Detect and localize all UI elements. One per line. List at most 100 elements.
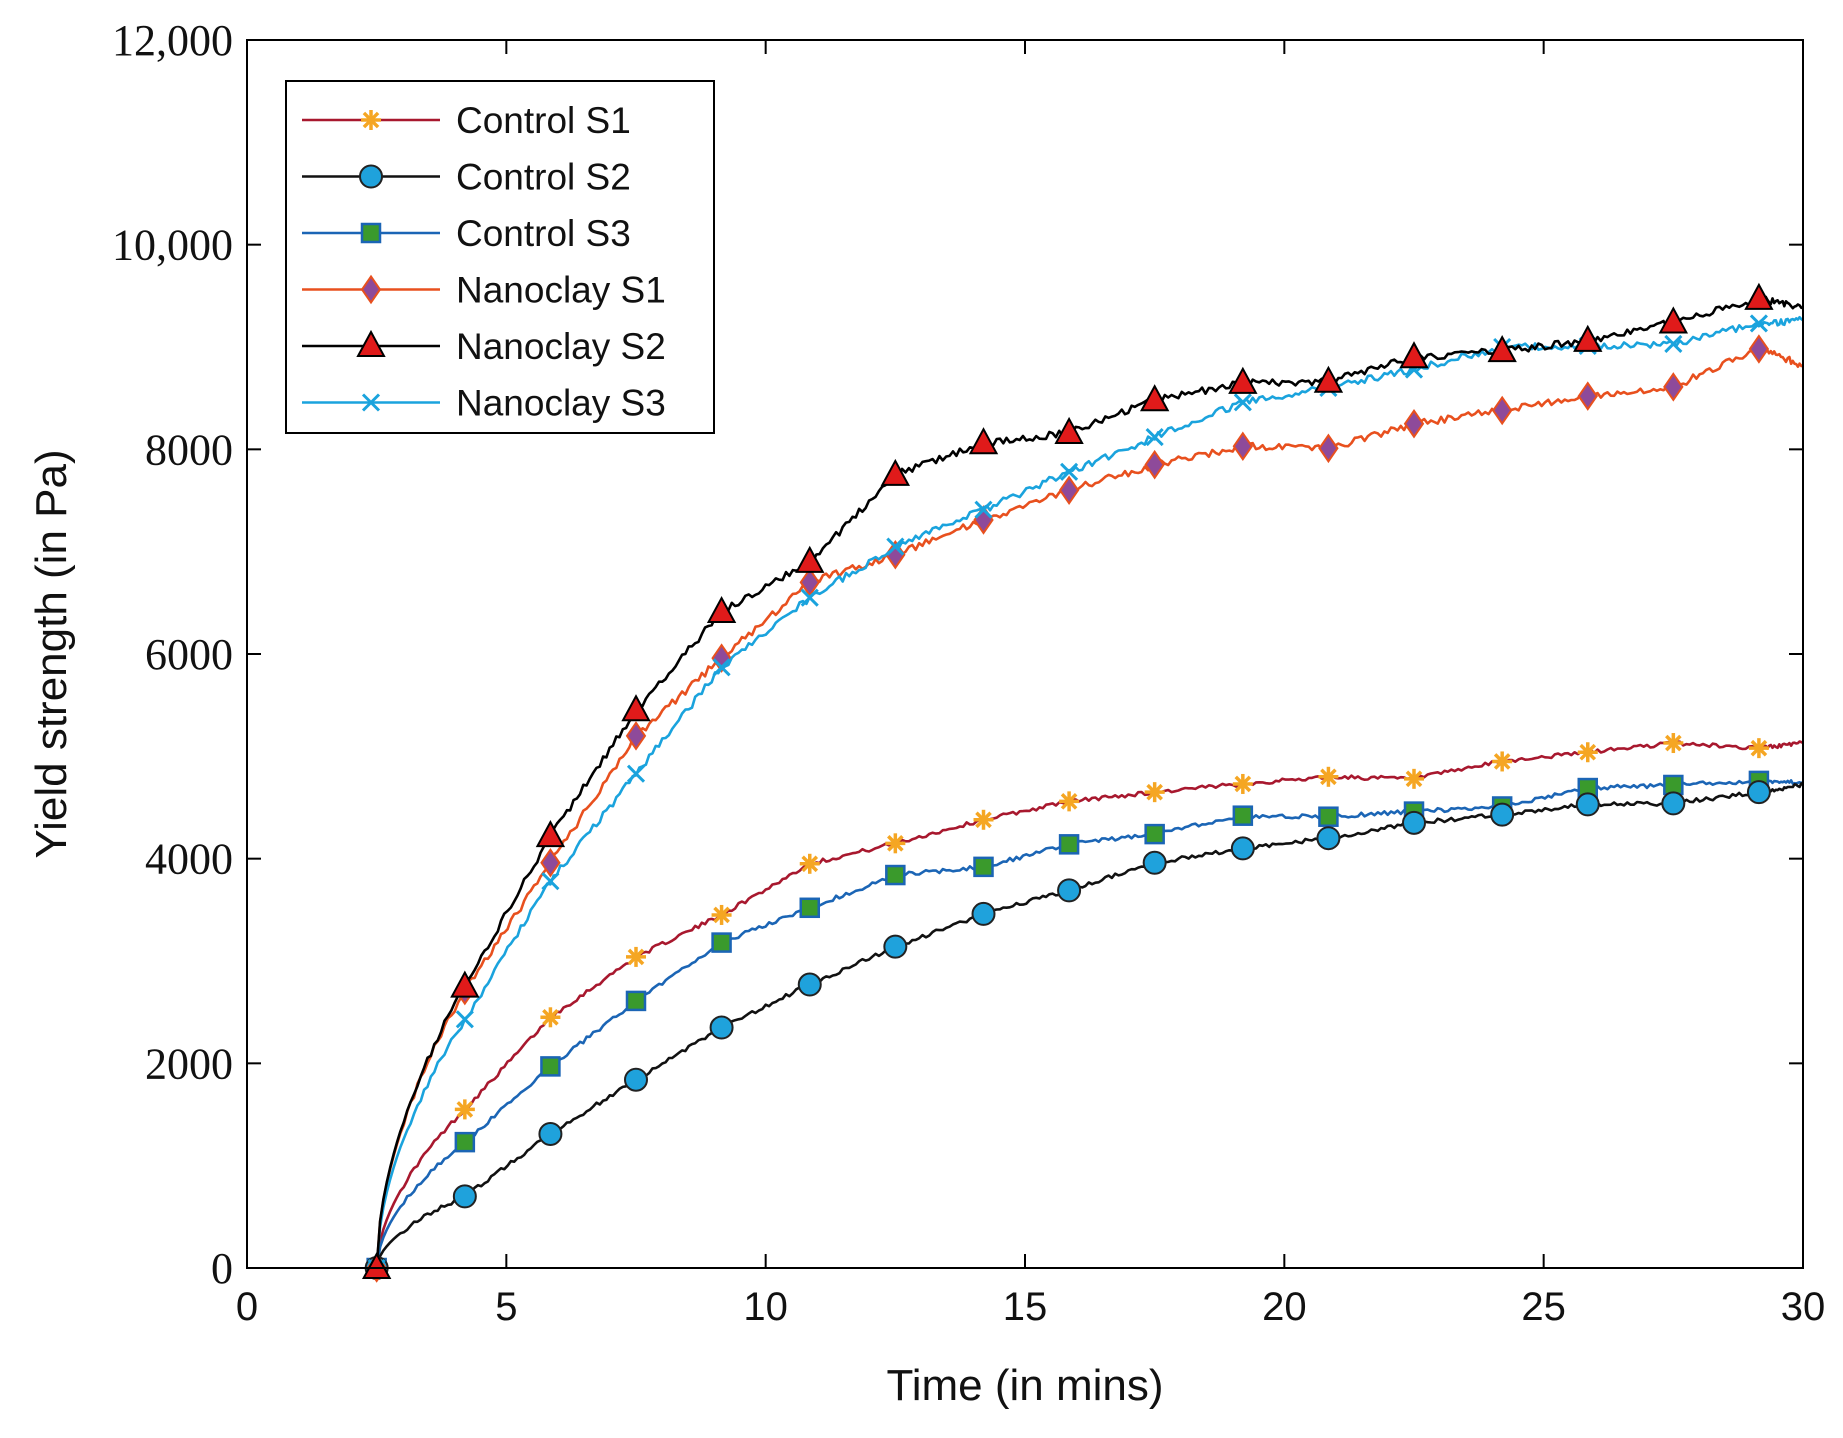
legend-item: Nanoclay S3 <box>302 383 666 424</box>
triangle-marker <box>1313 365 1344 393</box>
y-tick-label: 12,000 <box>112 16 233 65</box>
circle-marker <box>1316 826 1341 851</box>
diamond-marker <box>1232 431 1254 462</box>
x-marker <box>626 764 646 783</box>
legend: Control S1 Control S2 Control S3 Nanoclay S… <box>285 80 715 434</box>
x-marker <box>1145 427 1164 447</box>
triangle-marker <box>968 427 999 455</box>
star-marker <box>1144 782 1165 803</box>
triangle-marker <box>1573 324 1603 352</box>
triangle-marker <box>706 595 737 624</box>
diamond-marker <box>1748 334 1770 364</box>
diamond-marker <box>1144 449 1165 480</box>
star-marker <box>973 809 994 830</box>
y-tick-label: 8000 <box>145 425 233 474</box>
diamond-marker <box>1491 395 1513 426</box>
series-control-s3 <box>366 770 1804 1279</box>
star-marker <box>626 946 646 967</box>
triangle-marker <box>795 545 825 573</box>
circle-marker <box>1142 850 1167 875</box>
series-control-s2 <box>364 780 1804 1280</box>
x-marker <box>712 658 731 677</box>
y-tick-label: 6000 <box>145 630 233 679</box>
triangle-marker <box>1139 384 1170 412</box>
square-marker <box>711 932 732 953</box>
star-marker <box>1577 742 1598 763</box>
legend-item: Control S1 <box>302 100 631 141</box>
x-marker <box>886 537 905 556</box>
axis-ticks: 0 5 10 15 20 25 30 0 2000 4000 6000 8000 10,000 12,00… <box>112 16 1825 1329</box>
circle-marker <box>1402 810 1426 835</box>
triangle-marker <box>1744 282 1774 310</box>
legend-box <box>285 80 715 434</box>
x-marker <box>800 588 819 607</box>
legend-item: Nanoclay S2 <box>302 326 666 367</box>
star-marker <box>885 833 906 854</box>
triangle-marker <box>1054 416 1084 444</box>
y-tick-label: 10,000 <box>112 221 233 270</box>
x-tick-label: 25 <box>1521 1285 1566 1329</box>
square-marker <box>885 864 906 886</box>
circle-marker <box>1057 878 1082 903</box>
circle-marker <box>624 1067 648 1092</box>
x-marker <box>1664 334 1683 353</box>
star-marker <box>1318 766 1339 787</box>
series-nanoclay-s2 <box>361 282 1804 1279</box>
x-marker <box>361 393 381 412</box>
circle-marker <box>359 164 383 189</box>
star-marker <box>711 904 732 925</box>
diamond-marker <box>1403 408 1425 439</box>
diamond-marker <box>540 848 561 878</box>
circle-marker <box>971 901 996 926</box>
diamond-marker <box>1318 433 1339 464</box>
legend-label: Control S3 <box>456 213 631 254</box>
x-tick-label: 30 <box>1781 1285 1826 1329</box>
square-marker <box>1232 805 1254 826</box>
y-tick-label: 2000 <box>145 1039 233 1088</box>
legend-label: Control S2 <box>456 157 631 198</box>
series-line <box>375 740 1804 1269</box>
legend-item: Control S2 <box>302 157 631 198</box>
triangle-marker <box>1228 366 1258 394</box>
x-tick-label: 5 <box>495 1285 517 1329</box>
x-marker <box>541 872 560 891</box>
star-marker <box>1492 751 1513 772</box>
square-marker <box>1058 834 1080 855</box>
legend-item: Nanoclay S1 <box>302 270 666 311</box>
triangle-marker <box>450 970 480 998</box>
circle-marker <box>452 1184 477 1209</box>
triangle-marker <box>356 329 386 357</box>
circle-marker <box>709 1015 734 1040</box>
star-marker <box>1663 733 1684 754</box>
circle-marker <box>1230 836 1255 861</box>
x-marker <box>1233 393 1252 412</box>
x-tick-label: 0 <box>236 1285 258 1329</box>
triangle-marker <box>621 694 651 722</box>
circle-marker <box>797 972 822 997</box>
x-marker <box>974 500 993 519</box>
square-marker <box>454 1131 476 1153</box>
square-marker <box>540 1056 561 1077</box>
triangle-marker <box>1658 306 1689 334</box>
star-marker <box>540 1007 561 1028</box>
series-line <box>375 315 1804 1269</box>
x-axis-label: Time (in mins) <box>886 1361 1163 1410</box>
square-marker <box>625 990 647 1012</box>
series-line <box>375 295 1804 1269</box>
circle-marker <box>1746 780 1771 805</box>
x-tick-label: 15 <box>1003 1285 1048 1329</box>
x-marker <box>1060 462 1079 481</box>
square-marker <box>973 856 994 878</box>
triangle-marker <box>1487 334 1517 363</box>
circle-marker <box>1575 792 1600 817</box>
x-tick-label: 10 <box>743 1285 788 1329</box>
square-marker <box>1663 774 1684 796</box>
series-line <box>375 346 1804 1269</box>
diamond-marker <box>625 721 647 751</box>
series-control-s1 <box>366 733 1804 1278</box>
legend-label: Nanoclay S3 <box>456 383 666 424</box>
square-marker <box>799 897 821 919</box>
diamond-marker <box>360 274 382 305</box>
star-marker <box>1748 738 1769 759</box>
